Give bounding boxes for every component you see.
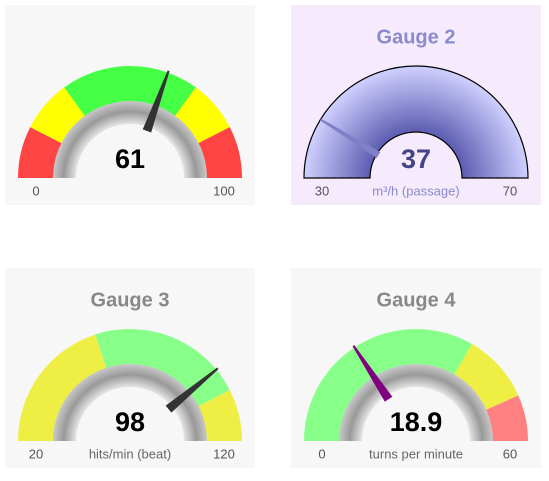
gauge-value: 61 xyxy=(115,144,145,174)
gauge-sector xyxy=(485,395,529,441)
gauge-sector xyxy=(64,66,196,117)
gauge-sector xyxy=(18,127,63,178)
gauge-max: 100 xyxy=(213,183,235,198)
gauge-needle xyxy=(142,70,170,133)
gauge-value: 98 xyxy=(115,407,145,437)
gauge-title: Gauge 4 xyxy=(377,289,457,311)
gauge-ring xyxy=(53,364,207,441)
gauge-needle xyxy=(352,345,393,402)
gauge-min: 20 xyxy=(29,446,43,461)
gauge-sector xyxy=(197,127,242,178)
gauge-max: 60 xyxy=(503,446,517,461)
gauge-sector xyxy=(18,334,107,441)
gauge-sector xyxy=(454,344,519,411)
gauge-label: m³/h (passage) xyxy=(372,183,459,198)
gauge-label: turns per minute xyxy=(369,446,463,461)
gauge-max: 120 xyxy=(213,446,235,461)
gauge-sector xyxy=(304,329,472,441)
gauge-sector xyxy=(30,87,86,144)
gauge-min: 0 xyxy=(318,446,325,461)
gauge-sector xyxy=(174,87,230,144)
gauge-title: Gauge 3 xyxy=(91,289,170,311)
gauge-min: 0 xyxy=(32,183,39,198)
gauge-sector xyxy=(197,390,242,441)
gauge-min: 30 xyxy=(315,183,329,198)
gauge-title: Gauge 2 xyxy=(377,26,456,48)
gauge-needle xyxy=(165,367,219,413)
gauge-needle xyxy=(319,118,381,158)
gauge-arc xyxy=(303,65,529,179)
gauge-label: hits/min (beat) xyxy=(89,446,171,461)
gauge-max: 70 xyxy=(503,183,517,198)
gauge-value: 18.9 xyxy=(390,407,443,437)
gauge-ring xyxy=(53,101,207,178)
gauge-value: 37 xyxy=(401,144,431,174)
